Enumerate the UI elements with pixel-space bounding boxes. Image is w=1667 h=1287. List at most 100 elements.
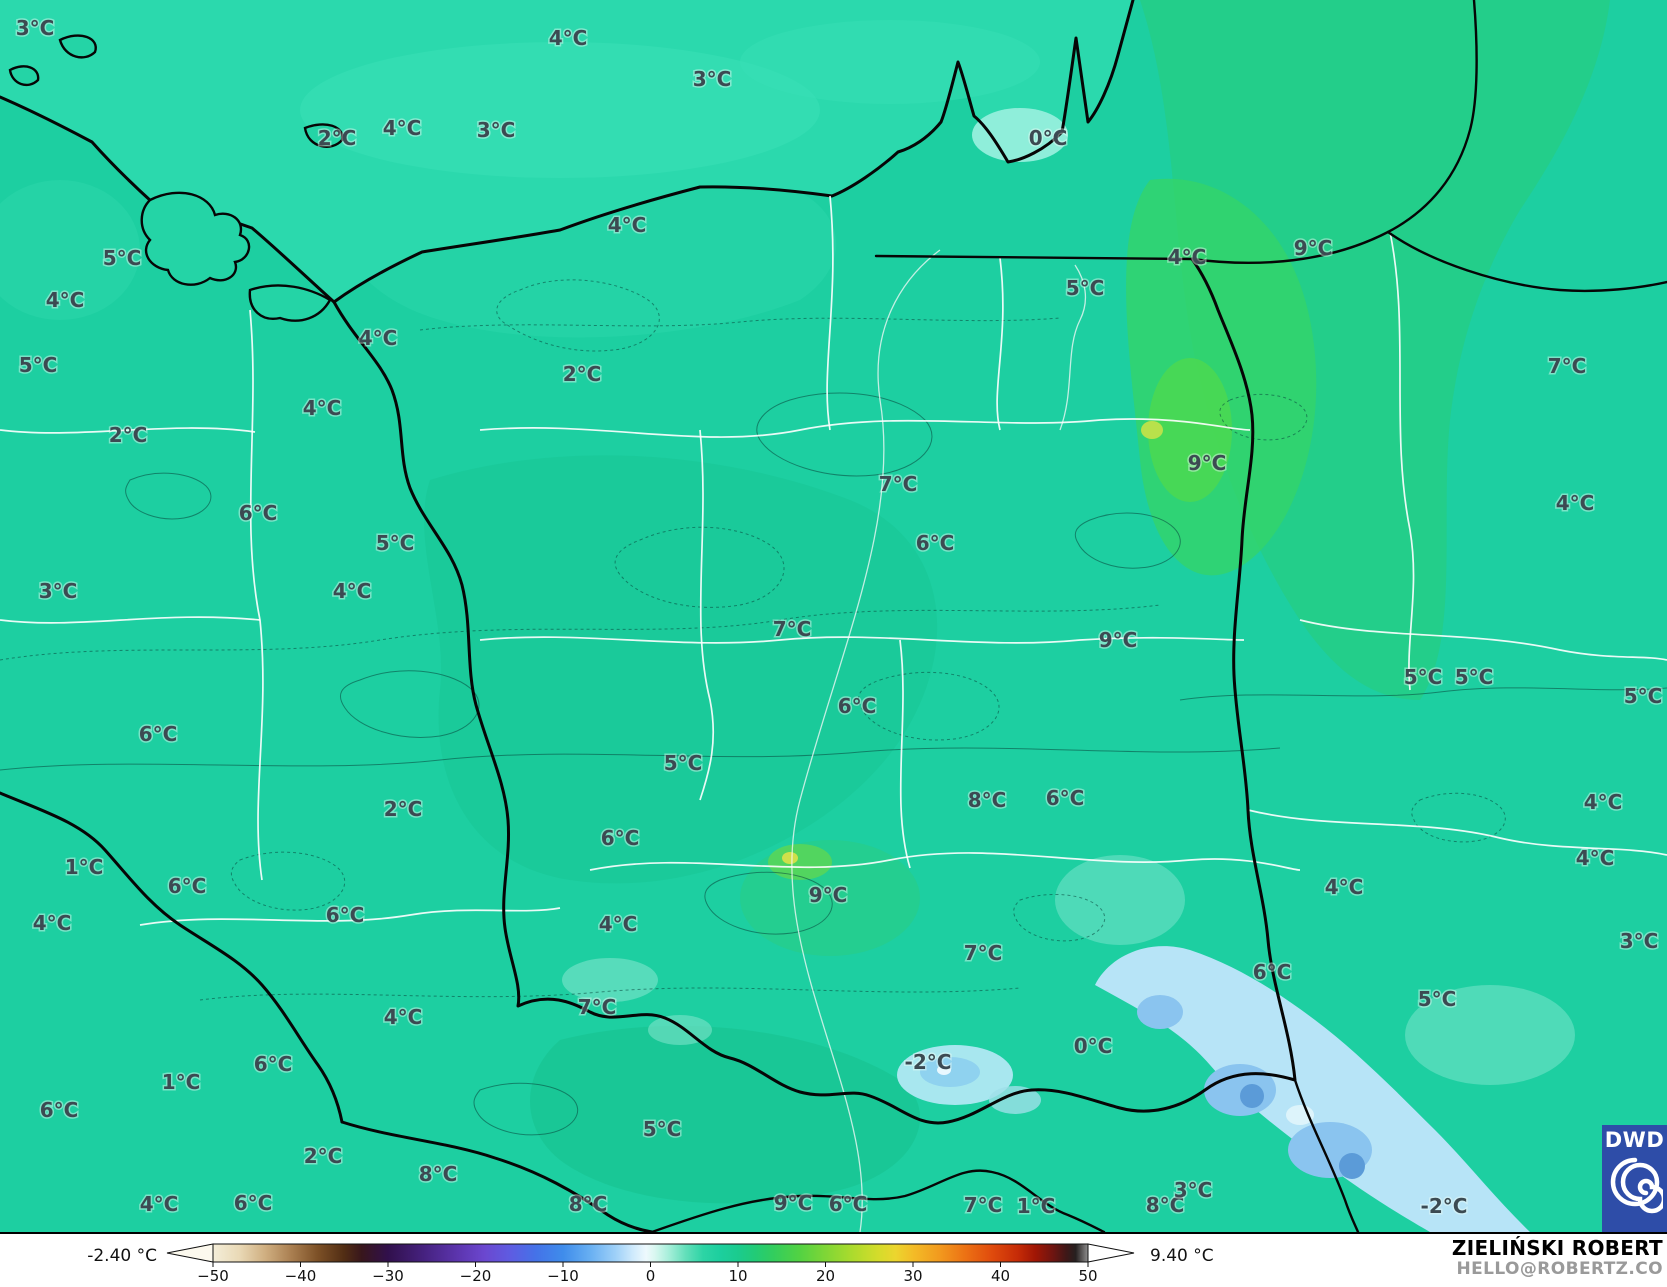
temp-label: -2°C <box>905 1050 952 1074</box>
colorbar-tick-label: 0 <box>646 1267 656 1285</box>
temp-label: 2°C <box>109 423 148 447</box>
temp-label: 8°C <box>419 1162 458 1186</box>
colorbar-tick-label: −40 <box>285 1267 317 1285</box>
credit-name: ZIELIŃSKI ROBERT <box>1451 1236 1663 1260</box>
temp-label: 4°C <box>333 579 372 603</box>
poland-ukraine-border <box>1293 1078 1360 1232</box>
temp-label: 4°C <box>359 326 398 350</box>
temp-label: 1°C <box>1017 1194 1056 1218</box>
credits: ZIELIŃSKI ROBERT HELLO@ROBERTZ.CO <box>1452 1237 1663 1280</box>
temp-label: 9°C <box>774 1191 813 1215</box>
temperature-labels: 3°C 4°C3°C4°C 3°C2°C 0°C5°C4°C4°C 9°C4°C4°C2… <box>14 15 1664 1220</box>
temp-label: 5°C <box>1455 665 1494 689</box>
temp-label: 1°C <box>65 855 104 879</box>
temp-label: 5°C <box>376 531 415 555</box>
temp-label: 4°C <box>33 911 72 935</box>
temp-label: 4°C <box>384 1005 423 1029</box>
temp-label: 2°C <box>304 1144 343 1168</box>
temp-label: 9°C <box>1188 451 1227 475</box>
temp-label: 5°C <box>19 353 58 377</box>
colorbar-tick-label: 20 <box>816 1267 835 1285</box>
temp-label: 5°C <box>1404 665 1443 689</box>
temp-label: -2°C <box>1421 1194 1468 1218</box>
sea-light-patch <box>300 42 820 178</box>
kaliningrad-border <box>874 254 1194 261</box>
belarus-border <box>1386 230 1667 293</box>
temp-label: 6°C <box>1253 960 1292 984</box>
temp-label: 8°C <box>968 788 1007 812</box>
temp-label: 4°C <box>1576 846 1615 870</box>
temp-label: 6°C <box>139 722 178 746</box>
temp-label: 6°C <box>40 1098 79 1122</box>
colorbar-tick-label: −10 <box>547 1267 579 1285</box>
temp-label: 8°C <box>1146 1193 1185 1217</box>
czech-austria-border <box>340 1120 654 1232</box>
colorbar-tick-label: −50 <box>197 1267 229 1285</box>
temp-label: 0°C <box>1029 126 1068 150</box>
temp-label: 6°C <box>239 501 278 525</box>
slovakia-hungary-border <box>650 1169 1106 1232</box>
colorbar-band <box>212 1243 1089 1263</box>
admin-borders <box>0 195 1667 926</box>
temp-label: 5°C <box>1624 684 1663 708</box>
temp-label: 4°C <box>599 912 638 936</box>
colorbar-tick-label: 40 <box>991 1267 1010 1285</box>
colorbar-right-arrow <box>1087 1243 1135 1263</box>
temp-label: 3°C <box>693 67 732 91</box>
temp-label: 0°C <box>1074 1034 1113 1058</box>
temp-label: 4°C <box>303 396 342 420</box>
temp-label: 6°C <box>1046 786 1085 810</box>
temp-label: 1°C <box>162 1070 201 1094</box>
colorbar-left-arrow <box>166 1243 214 1263</box>
sea-light-patch <box>740 20 1040 104</box>
temp-label: 4°C <box>1325 875 1364 899</box>
temp-label: 2°C <box>384 797 423 821</box>
temp-label: 3°C <box>1620 929 1659 953</box>
temp-label: 6°C <box>829 1192 868 1216</box>
colorbar: −50 −40 −30 −20 −10 0 10 20 30 40 50 <box>166 1243 1135 1285</box>
temp-label: 2°C <box>318 126 357 150</box>
rivers <box>791 249 1087 1232</box>
temp-label: 4°C <box>1584 790 1623 814</box>
credit-email: HELLO@ROBERTZ.CO <box>1456 1259 1663 1279</box>
temp-label: 5°C <box>643 1117 682 1141</box>
dwd-logo-text: DWD <box>1604 1128 1665 1152</box>
temp-label: 6°C <box>254 1052 293 1076</box>
colorbar-min-value: -2.40 °C <box>87 1246 157 1266</box>
temp-label: 6°C <box>326 903 365 927</box>
colorbar-max-value: 9.40 °C <box>1150 1246 1214 1266</box>
temp-label: 3°C <box>477 118 516 142</box>
temperature-map: 3°C 4°C3°C4°C 3°C2°C 0°C5°C4°C4°C 9°C4°C4°C2… <box>0 0 1667 1232</box>
dwd-spiral-icon <box>1610 1157 1663 1214</box>
temp-label: 2°C <box>563 362 602 386</box>
temp-label: 9°C <box>809 883 848 907</box>
temp-label: 8°C <box>569 1192 608 1216</box>
temp-label: 5°C <box>103 246 142 270</box>
temp-label: 4°C <box>46 288 85 312</box>
temp-label: 6°C <box>838 694 877 718</box>
colorbar-tick-label: −30 <box>372 1267 404 1285</box>
temp-label: 3°C <box>39 579 78 603</box>
dwd-logo: DWD <box>1602 1125 1667 1232</box>
germany-czech-border <box>0 791 344 1124</box>
temp-label: 7°C <box>1548 354 1587 378</box>
footer: -2.40 °C −50 −40 −30 −20 −10 0 10 20 30 40 50 9.40… <box>0 1232 1667 1287</box>
temperature-shading <box>530 0 1610 1232</box>
temp-label: 7°C <box>964 941 1003 965</box>
colorbar-ticks: −50 −40 −30 −20 −10 0 10 20 30 40 50 <box>197 1262 1098 1285</box>
poland-border <box>332 257 1297 1125</box>
temp-label: 6°C <box>601 826 640 850</box>
temp-label: 7°C <box>578 995 617 1019</box>
temp-label: 7°C <box>964 1193 1003 1217</box>
temp-label: 6°C <box>916 531 955 555</box>
temp-label: 4°C <box>1556 491 1595 515</box>
isotherm-contours <box>0 279 1667 1136</box>
temp-label: 4°C <box>1168 245 1207 269</box>
colorbar-tick-label: 30 <box>903 1267 922 1285</box>
temp-label: 3°C <box>1174 1178 1213 1202</box>
temp-label: 5°C <box>664 751 703 775</box>
temp-label: 4°C <box>549 26 588 50</box>
temp-label: 3°C <box>16 16 55 40</box>
baltic-islands <box>8 34 344 322</box>
